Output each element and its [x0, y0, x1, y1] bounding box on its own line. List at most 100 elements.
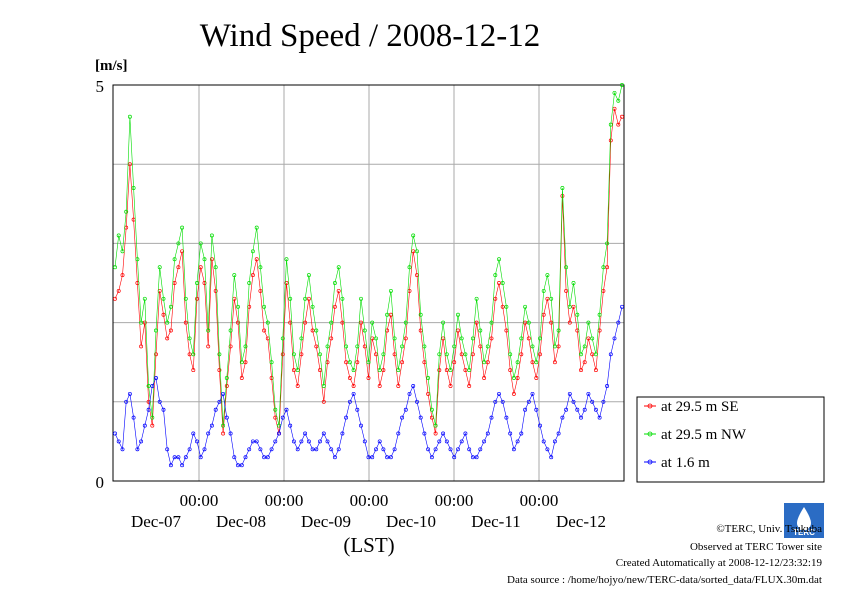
- series-3: [113, 304, 624, 468]
- data-point: [377, 368, 382, 373]
- data-point: [515, 360, 520, 365]
- data-point: [545, 296, 550, 301]
- data-point: [616, 122, 621, 127]
- data-point: [467, 384, 472, 388]
- data-point: [314, 328, 319, 333]
- data-point: [571, 399, 576, 404]
- x-tick-labels: 00:00Dec-0700:00Dec-0800:00Dec-0900:00De…: [131, 491, 606, 531]
- data-point: [437, 439, 442, 444]
- data-point: [545, 273, 550, 278]
- data-point: [571, 281, 576, 285]
- data-point: [579, 368, 583, 373]
- legend: at 29.5 m SE at 29.5 m NW at 1.6 m: [636, 396, 825, 483]
- data-point: [474, 296, 479, 301]
- data-point: [418, 312, 423, 317]
- data-point: [530, 344, 535, 349]
- data-point: [180, 225, 185, 230]
- x-tick-date: Dec-07: [131, 512, 182, 531]
- data-point: [470, 336, 475, 341]
- data-point: [332, 455, 337, 460]
- data-point: [485, 431, 490, 436]
- data-point: [116, 439, 121, 444]
- data-point: [381, 352, 386, 357]
- data-point: [195, 439, 199, 444]
- data-point: [444, 439, 449, 444]
- data-point: [538, 336, 542, 341]
- data-point: [519, 431, 524, 436]
- data-point: [582, 360, 587, 365]
- data-point: [456, 447, 460, 452]
- data-point: [552, 344, 557, 349]
- observed-text: Observed at TERC Tower site: [690, 541, 822, 553]
- data-point: [593, 368, 598, 373]
- series-group: [113, 83, 624, 468]
- data-point: [243, 360, 248, 365]
- data-point: [236, 320, 240, 325]
- data-point: [545, 447, 550, 452]
- data-point: [262, 455, 267, 460]
- data-point: [120, 447, 125, 452]
- data-point: [172, 257, 177, 262]
- data-point: [280, 415, 285, 420]
- data-point: [392, 447, 397, 452]
- data-point: [526, 336, 531, 341]
- data-point: [612, 90, 617, 95]
- data-point: [567, 320, 572, 325]
- data-point: [120, 249, 125, 254]
- data-point: [534, 407, 539, 412]
- data-point: [508, 352, 513, 357]
- data-point: [340, 431, 345, 436]
- data-point: [291, 439, 296, 444]
- data-point: [530, 360, 535, 365]
- data-point: [463, 352, 468, 357]
- x-tick-time: 00:00: [180, 491, 219, 510]
- data-point: [139, 439, 144, 444]
- x-tick-time: 00:00: [520, 491, 559, 510]
- data-point: [183, 296, 188, 301]
- data-point: [437, 352, 442, 357]
- data-point: [161, 312, 166, 317]
- data-point: [142, 296, 147, 301]
- data-point: [318, 352, 322, 357]
- data-point: [191, 352, 196, 357]
- data-point: [549, 455, 554, 460]
- data-point: [146, 384, 151, 388]
- data-point: [180, 249, 185, 254]
- data-point: [593, 352, 598, 357]
- data-point: [265, 320, 270, 325]
- data-point: [321, 431, 326, 436]
- data-point: [303, 431, 308, 436]
- data-point: [209, 233, 214, 238]
- data-point: [221, 423, 226, 428]
- data-point: [306, 439, 311, 444]
- data-point: [407, 265, 412, 270]
- y-axis-label: [m/s]: [95, 58, 128, 74]
- data-point: [485, 360, 490, 365]
- data-point: [534, 376, 539, 380]
- data-point: [247, 281, 252, 285]
- data-point: [344, 415, 349, 420]
- data-point: [597, 312, 602, 317]
- x-tick-time: 00:00: [435, 491, 474, 510]
- data-point: [366, 376, 371, 380]
- data-point: [530, 391, 535, 396]
- data-point: [258, 447, 263, 452]
- data-point: [500, 281, 505, 285]
- data-point: [120, 273, 125, 278]
- data-point: [593, 407, 598, 412]
- data-point: [228, 328, 233, 333]
- data-point: [306, 273, 311, 278]
- data-point: [515, 376, 520, 380]
- data-point: [508, 431, 513, 436]
- data-point: [228, 344, 233, 349]
- data-point: [254, 257, 259, 262]
- data-point: [269, 376, 274, 380]
- data-point: [564, 407, 569, 412]
- data-point: [538, 352, 542, 357]
- data-point: [314, 447, 319, 452]
- data-point: [262, 304, 267, 309]
- data-point: [344, 360, 349, 365]
- x-tick-date: Dec-11: [471, 512, 520, 531]
- data-point: [392, 336, 397, 341]
